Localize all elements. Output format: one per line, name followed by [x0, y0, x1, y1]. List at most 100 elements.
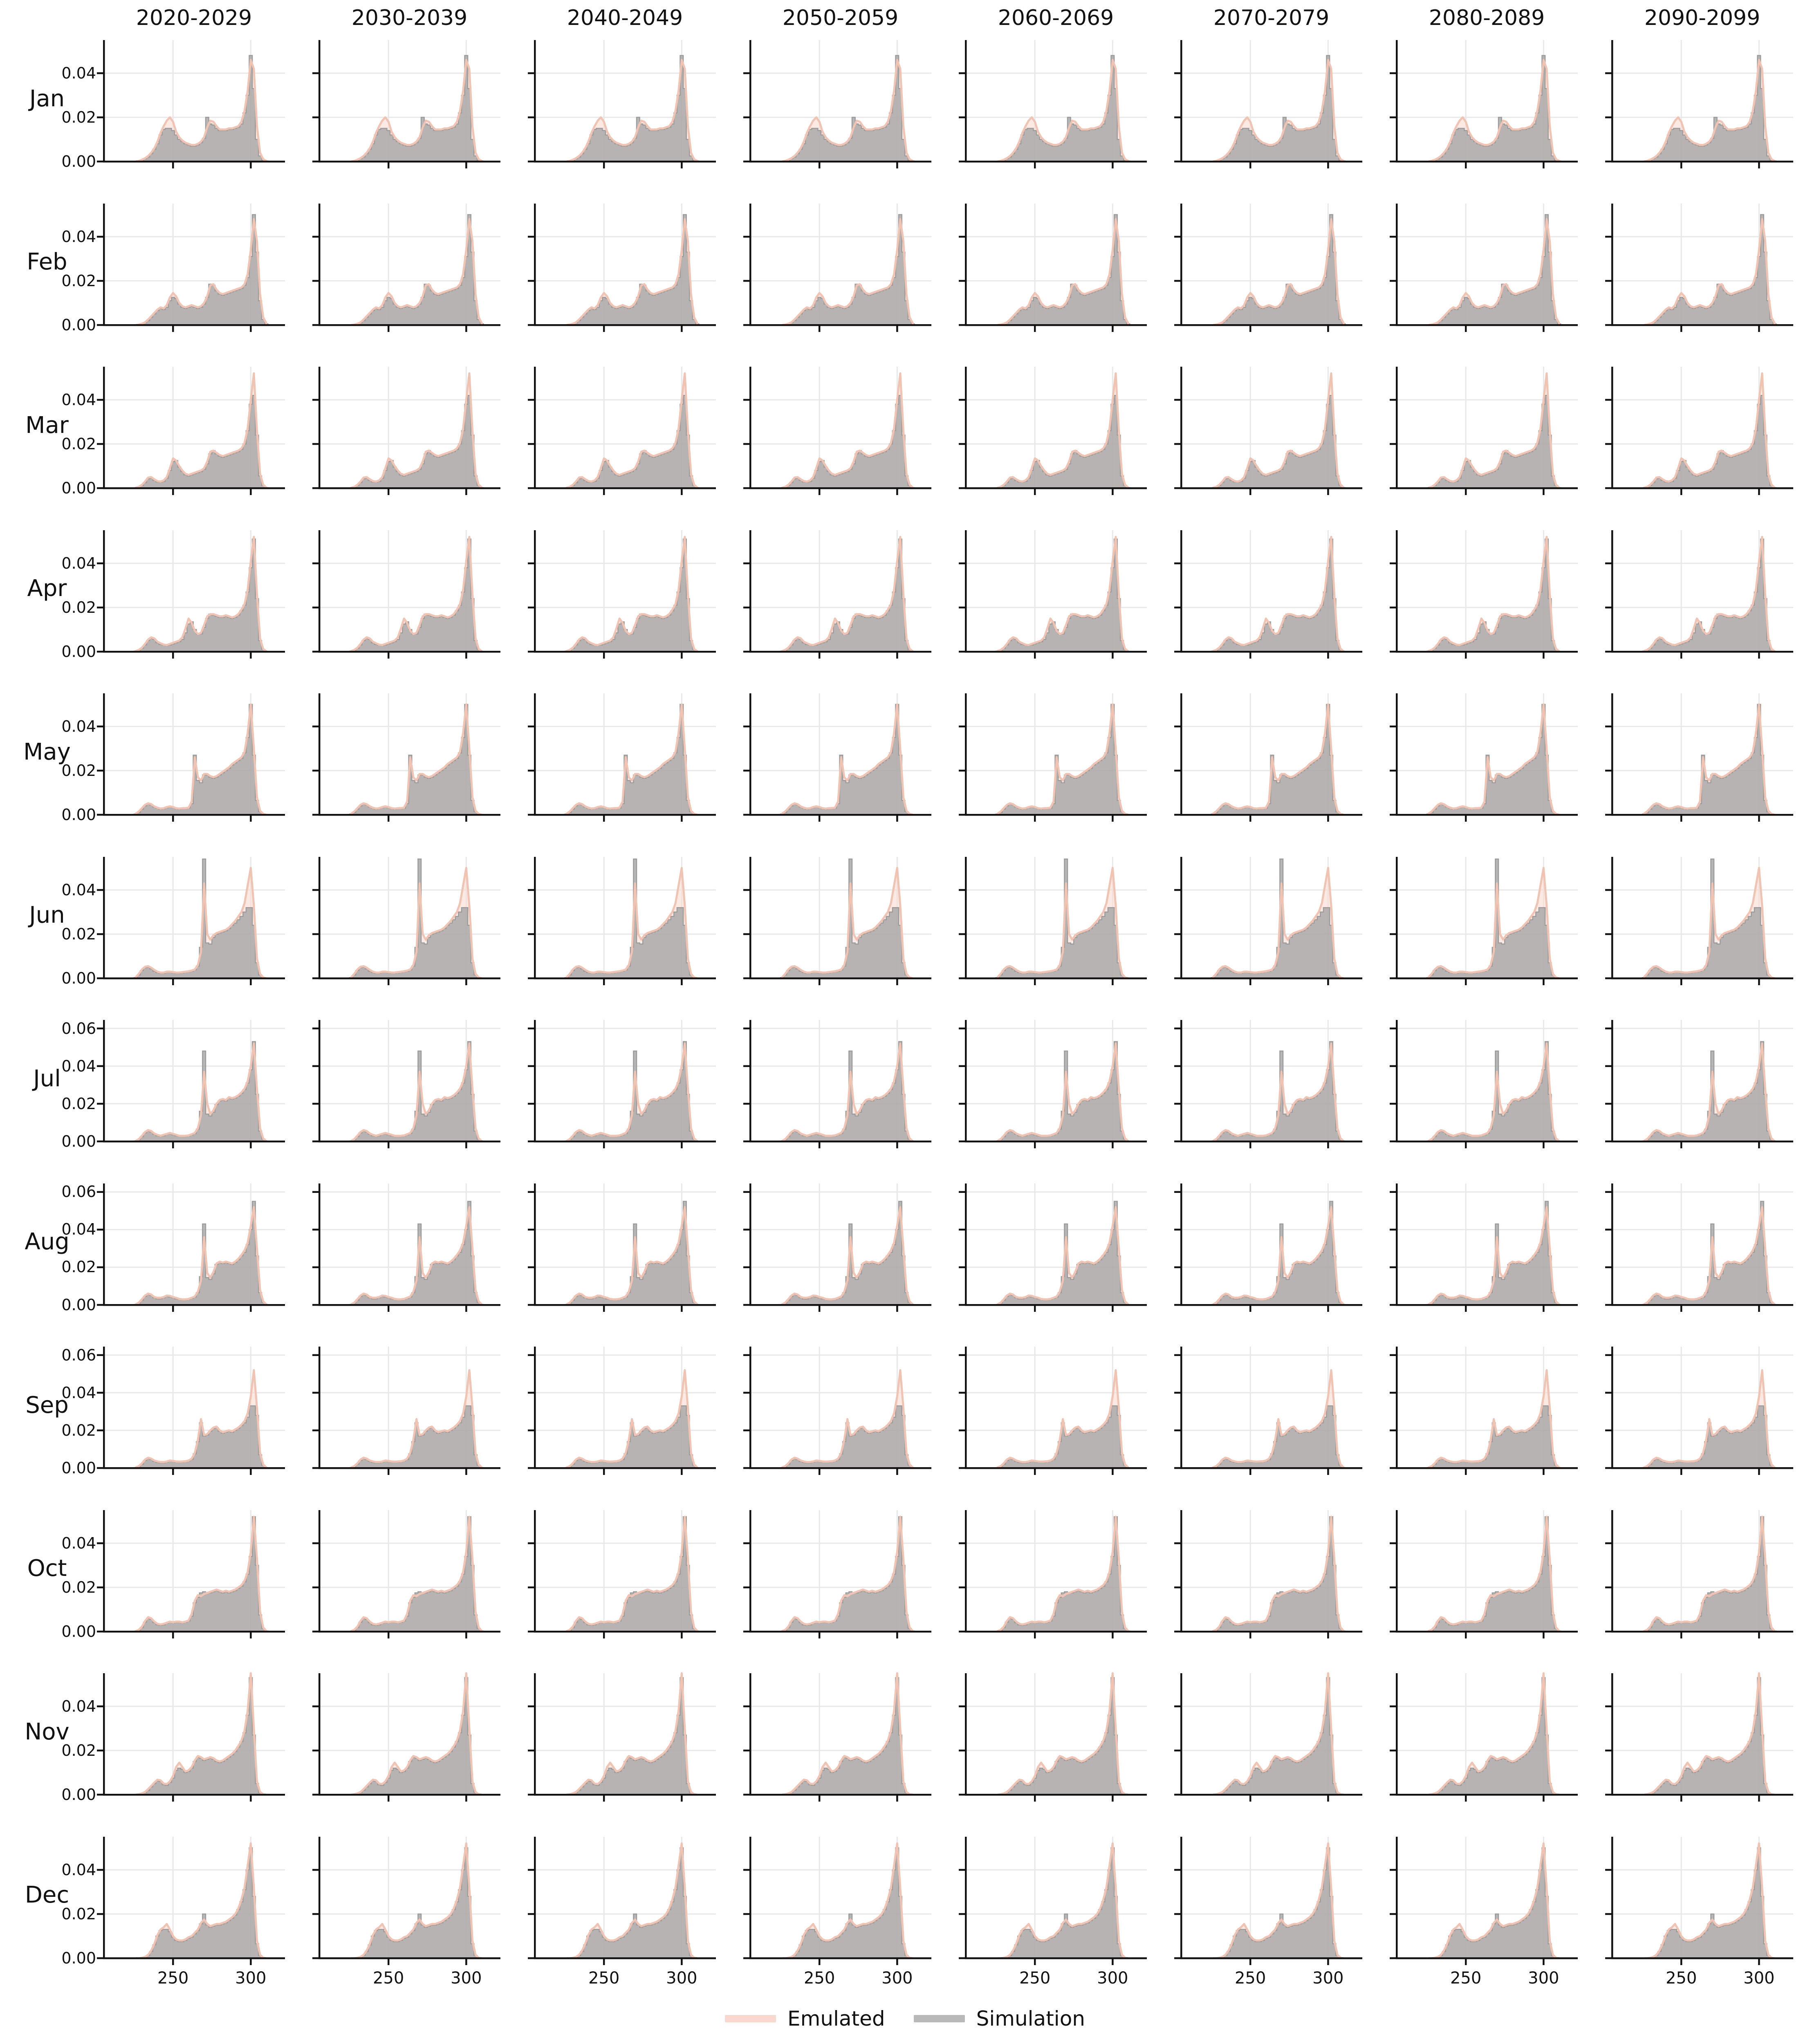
y-tick-label: 0.02: [61, 1094, 96, 1113]
subplot-Nov-2090-2099: [1602, 1670, 1803, 1809]
y-tick-label: 0.02: [61, 435, 96, 453]
subplot-Mar-2030-2039: [310, 363, 510, 503]
subplot-Oct-2050-2059: [740, 1507, 941, 1646]
subplot-Jun-2060-2069: [956, 854, 1157, 993]
subplot-Jun-2080-2089: [1387, 854, 1588, 993]
x-tick-label: 250: [1019, 1968, 1051, 1988]
column-header: 2030-2039: [351, 6, 468, 30]
subplot-Jul-2050-2059: [740, 1017, 941, 1156]
row-label: Nov: [25, 1718, 70, 1745]
x-tick-label: 250: [803, 1968, 835, 1988]
subplot-Jan-2080-2089: [1387, 37, 1588, 176]
subplot-Nov-2060-2069: [956, 1670, 1157, 1809]
subplot-Nov-2020-2029: [94, 1670, 295, 1809]
subplot-Nov-2070-2079: [1171, 1670, 1372, 1809]
y-tick-label: 0.02: [61, 762, 96, 780]
y-tick-label: 0.04: [61, 717, 96, 735]
subplot-Jul-2030-2039: [310, 1017, 510, 1156]
y-tick-label: 0.00: [61, 806, 96, 824]
subplot-Jun-2070-2079: [1171, 854, 1372, 993]
y-tick-label: 0.00: [61, 1459, 96, 1477]
subplot-May-2060-2069: [956, 690, 1157, 829]
y-tick-label: 0.04: [61, 227, 96, 246]
subplot-Jan-2090-2099: [1602, 37, 1803, 176]
x-tick-label: 300: [235, 1968, 267, 1988]
column-header: 2060-2069: [998, 6, 1114, 30]
subplot-Jan-2050-2059: [740, 37, 941, 176]
row-label: Oct: [27, 1555, 67, 1582]
subplot-Feb-2080-2089: [1387, 200, 1588, 340]
column-header: 2080-2089: [1429, 6, 1545, 30]
subplot-Feb-2090-2099: [1602, 200, 1803, 340]
subplot-Apr-2040-2049: [525, 527, 726, 666]
subplot-Jun-2090-2099: [1602, 854, 1803, 993]
subplot-Aug-2060-2069: [956, 1180, 1157, 1320]
row-label: Jul: [33, 1065, 61, 1092]
subplot-Apr-2070-2079: [1171, 527, 1372, 666]
subplot-Sep-2070-2079: [1171, 1343, 1372, 1483]
subplot-Jul-2080-2089: [1387, 1017, 1588, 1156]
subplot-Oct-2060-2069: [956, 1507, 1157, 1646]
subplot-Dec-2050-2059: [740, 1833, 941, 1973]
subplot-Dec-2070-2079: [1171, 1833, 1372, 1973]
subplot-Jun-2020-2029: [94, 854, 295, 993]
y-tick-label: 0.02: [61, 1741, 96, 1759]
subplot-May-2040-2049: [525, 690, 726, 829]
row-label: Feb: [27, 249, 67, 275]
subplot-Feb-2050-2059: [740, 200, 941, 340]
y-tick-label: 0.06: [61, 1019, 96, 1038]
subplot-Mar-2060-2069: [956, 363, 1157, 503]
subplot-Feb-2070-2079: [1171, 200, 1372, 340]
y-tick-label: 0.02: [61, 1578, 96, 1596]
subplot-Aug-2020-2029: [94, 1180, 295, 1320]
subplot-Jul-2090-2099: [1602, 1017, 1803, 1156]
y-tick-label: 0.00: [61, 642, 96, 661]
subplot-Feb-2060-2069: [956, 200, 1157, 340]
subplot-Mar-2070-2079: [1171, 363, 1372, 503]
x-tick-label: 300: [881, 1968, 913, 1988]
subplot-Jan-2060-2069: [956, 37, 1157, 176]
y-tick-label: 0.02: [61, 108, 96, 126]
subplot-Jul-2020-2029: [94, 1017, 295, 1156]
emulated-line-swatch: [725, 2015, 776, 2022]
y-tick-label: 0.04: [61, 1534, 96, 1552]
subplot-Apr-2050-2059: [740, 527, 941, 666]
legend-item-emulated: Emulated: [725, 2007, 885, 2031]
y-tick-label: 0.04: [61, 1220, 96, 1239]
y-tick-label: 0.04: [61, 554, 96, 572]
y-tick-label: 0.04: [61, 1383, 96, 1402]
subplot-Mar-2080-2089: [1387, 363, 1588, 503]
subplot-Mar-2040-2049: [525, 363, 726, 503]
subplot-May-2030-2039: [310, 690, 510, 829]
subplot-Feb-2040-2049: [525, 200, 726, 340]
y-tick-label: 0.02: [61, 271, 96, 290]
subplot-May-2050-2059: [740, 690, 941, 829]
subplot-Nov-2030-2039: [310, 1670, 510, 1809]
subplot-Dec-2020-2029: [94, 1833, 295, 1973]
column-header: 2020-2029: [136, 6, 252, 30]
subplot-Oct-2030-2039: [310, 1507, 510, 1646]
x-tick-label: 250: [588, 1968, 620, 1988]
simulation-line-swatch: [913, 2015, 965, 2022]
subplot-Nov-2040-2049: [525, 1670, 726, 1809]
x-tick-label: 300: [1528, 1968, 1559, 1988]
y-tick-label: 0.02: [61, 598, 96, 616]
subplot-Apr-2090-2099: [1602, 527, 1803, 666]
row-label: Apr: [27, 575, 67, 602]
column-header: 2090-2099: [1644, 6, 1761, 30]
subplot-May-2020-2029: [94, 690, 295, 829]
subplot-Oct-2040-2049: [525, 1507, 726, 1646]
subplot-May-2090-2099: [1602, 690, 1803, 829]
x-tick-label: 250: [372, 1968, 404, 1988]
subplot-Apr-2030-2039: [310, 527, 510, 666]
subplot-Aug-2080-2089: [1387, 1180, 1588, 1320]
x-tick-label: 250: [1450, 1968, 1482, 1988]
subplot-Sep-2090-2099: [1602, 1343, 1803, 1483]
subplot-Apr-2060-2069: [956, 527, 1157, 666]
subplot-Jun-2040-2049: [525, 854, 726, 993]
subplot-Mar-2050-2059: [740, 363, 941, 503]
column-header: 2050-2059: [782, 6, 899, 30]
subplot-Dec-2030-2039: [310, 1833, 510, 1973]
row-label: Dec: [25, 1882, 70, 1908]
x-tick-label: 300: [451, 1968, 482, 1988]
